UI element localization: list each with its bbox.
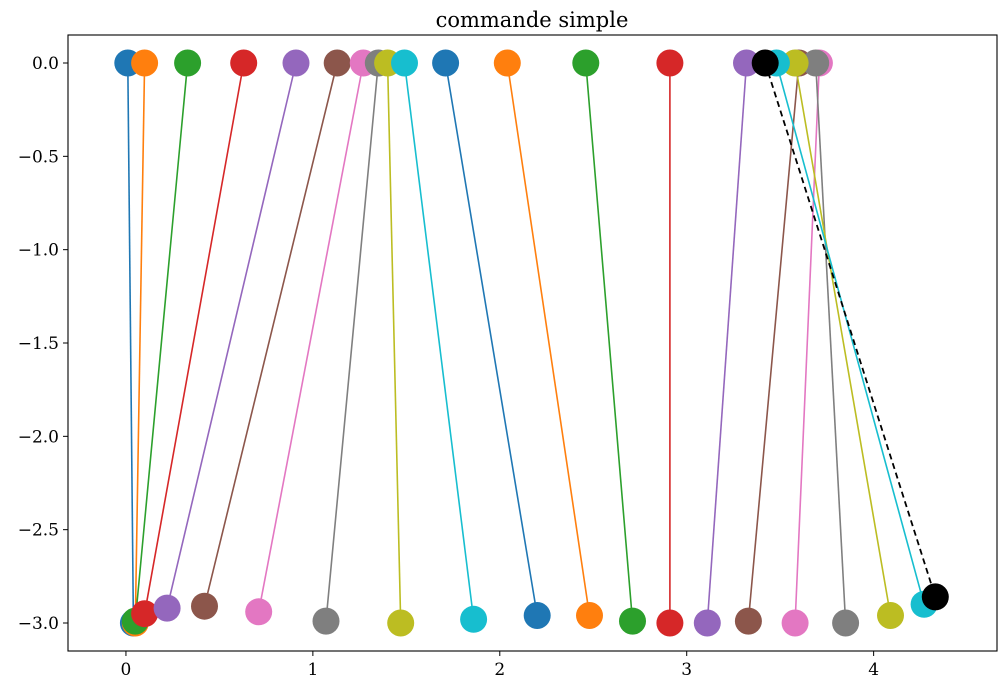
start-marker-21 [751,49,779,77]
end-marker-13 [619,607,646,635]
start-marker-5 [282,49,310,77]
start-marker-2 [131,49,159,77]
series-line-19 [794,62,892,616]
x-tick-label: 0 [121,660,132,680]
end-marker-10 [460,605,488,633]
end-marker-17 [781,609,809,637]
end-marker-16 [734,607,762,635]
chart-title: commande simple [436,8,629,32]
start-marker-6 [323,49,351,77]
y-tick-label: 0.0 [32,54,59,74]
series-line-5 [166,62,297,609]
series-line-1 [127,62,135,624]
x-tick-label: 1 [307,660,318,680]
end-marker-21 [921,583,949,611]
series-line-13 [585,62,634,622]
start-marker-12 [493,49,521,77]
end-marker-15 [693,609,721,637]
series-line-12 [506,62,591,616]
series-line-10 [403,62,475,620]
series-line-3 [134,62,189,622]
start-marker-4 [230,49,258,77]
y-tick-label: −0.5 [18,147,59,167]
start-marker-14 [656,49,684,77]
y-tick-label: −2.0 [18,427,59,447]
start-marker-3 [174,49,202,77]
start-marker-11 [432,49,460,77]
series-line-17 [794,62,821,624]
series-lines-layer [127,62,937,624]
end-marker-7 [245,598,273,626]
series-line-9 [386,62,402,624]
end-marker-8 [312,607,340,635]
x-tick-label: 2 [494,660,505,680]
plot-area-frame [67,34,998,652]
end-marker-4 [131,600,159,628]
series-line-2 [134,62,146,624]
x-tick-label: 4 [868,660,879,680]
series-markers-layer [114,49,949,637]
series-line-7 [257,62,365,612]
start-marker-13 [572,49,600,77]
start-marker-15 [733,49,760,77]
series-line-16 [747,62,800,622]
end-marker-19 [877,602,904,629]
series-line-15 [706,62,748,624]
series-line-20 [775,62,925,605]
end-marker-6 [191,592,218,620]
y-tick-label: −3.0 [18,614,59,634]
series-line-8 [325,62,380,622]
end-marker-14 [656,609,684,637]
series-line-6 [203,62,338,607]
end-marker-11 [523,602,551,629]
series-line-11 [444,62,538,616]
series-line-18 [814,62,847,624]
end-marker-18 [832,609,860,637]
end-marker-9 [387,609,415,637]
x-tick-label: 3 [681,660,692,680]
start-marker-19 [781,49,809,77]
y-axis-ticks: 0.0 −0.5 −1.0 −1.5 −2.0 −2.5 −3.0 [18,54,68,634]
y-tick-label: −1.5 [18,334,59,354]
start-marker-10 [391,49,418,77]
start-marker-18 [802,49,830,77]
end-marker-12 [576,602,603,629]
series-line-21 [764,62,937,598]
y-tick-label: −2.5 [18,521,59,541]
x-axis-ticks: 0 1 2 3 4 [121,651,879,680]
series-line-4 [143,62,245,614]
end-marker-5 [153,594,181,622]
y-tick-label: −1.0 [18,241,59,261]
